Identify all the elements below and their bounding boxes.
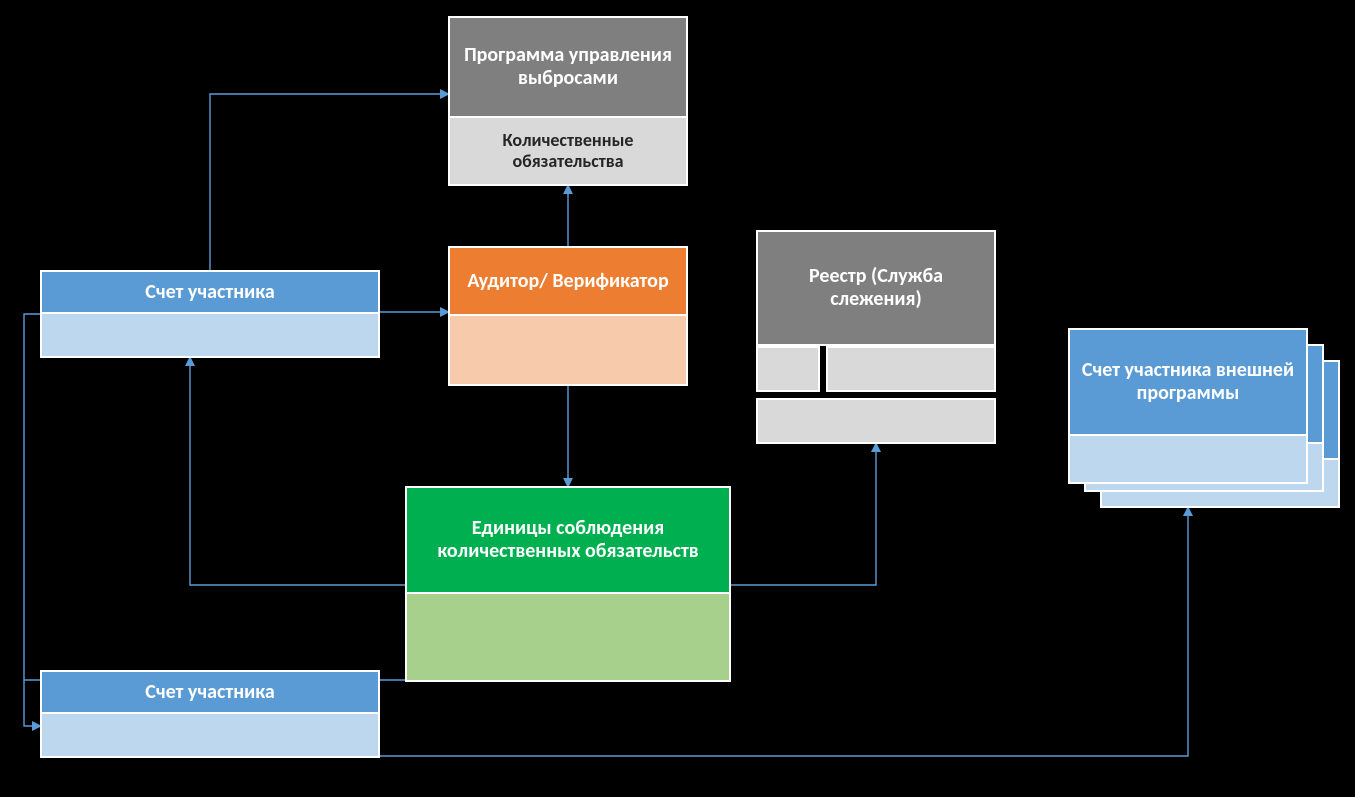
edge-units-to-acc2-out bbox=[24, 314, 405, 680]
node-program-title: Программа управления выбросами bbox=[458, 44, 678, 90]
node-program-sub: Количественные обязательства bbox=[448, 118, 688, 186]
node-program: Программа управления выбросами Количеств… bbox=[448, 16, 688, 186]
node-registry-header: Реестр (Служба слежения) bbox=[756, 230, 996, 346]
node-account1-header: Счет участника bbox=[40, 270, 380, 314]
edge-acc2-out-to-acc2 bbox=[24, 680, 40, 726]
registry-cell bbox=[756, 398, 996, 444]
node-registry-cells bbox=[756, 346, 996, 444]
node-units-sub bbox=[405, 594, 731, 682]
node-registry-title: Реестр (Служба слежения) bbox=[766, 265, 986, 311]
node-auditor-header: Аудитор/ Верификатор bbox=[448, 246, 688, 316]
node-registry: Реестр (Служба слежения) bbox=[756, 230, 996, 444]
registry-cell bbox=[756, 346, 820, 392]
node-account2-header: Счет участника bbox=[40, 670, 380, 714]
node-account1-sub bbox=[40, 314, 380, 358]
node-account2-title: Счет участника bbox=[145, 681, 275, 704]
edge-units-to-acc1 bbox=[190, 358, 405, 585]
edge-acc1-to-prog bbox=[210, 94, 448, 270]
node-external-header: Счет участника внешней программы bbox=[1068, 328, 1308, 436]
node-auditor-title: Аудитор/ Верификатор bbox=[467, 270, 668, 293]
node-auditor-sub bbox=[448, 316, 688, 386]
node-program-sub-text: Количественные обязательства bbox=[458, 130, 678, 171]
node-account2: Счет участника bbox=[40, 670, 380, 758]
node-auditor: Аудитор/ Верификатор bbox=[448, 246, 688, 386]
node-external-front: Счет участника внешней программы bbox=[1068, 328, 1308, 484]
node-units-title: Единицы соблюдения количественных обязат… bbox=[415, 517, 721, 563]
node-external-sub bbox=[1068, 436, 1308, 484]
node-units: Единицы соблюдения количественных обязат… bbox=[405, 486, 731, 682]
node-account1: Счет участника bbox=[40, 270, 380, 358]
node-account1-title: Счет участника bbox=[145, 281, 275, 304]
node-program-header: Программа управления выбросами bbox=[448, 16, 688, 118]
edge-units-to-reg bbox=[731, 444, 876, 585]
node-external-title: Счет участника внешней программы bbox=[1078, 359, 1298, 405]
node-units-header: Единицы соблюдения количественных обязат… bbox=[405, 486, 731, 594]
diagram-canvas: { "diagram": { "type": "flowchart", "bac… bbox=[0, 0, 1355, 797]
registry-cell bbox=[826, 346, 996, 392]
node-account2-sub bbox=[40, 714, 380, 758]
